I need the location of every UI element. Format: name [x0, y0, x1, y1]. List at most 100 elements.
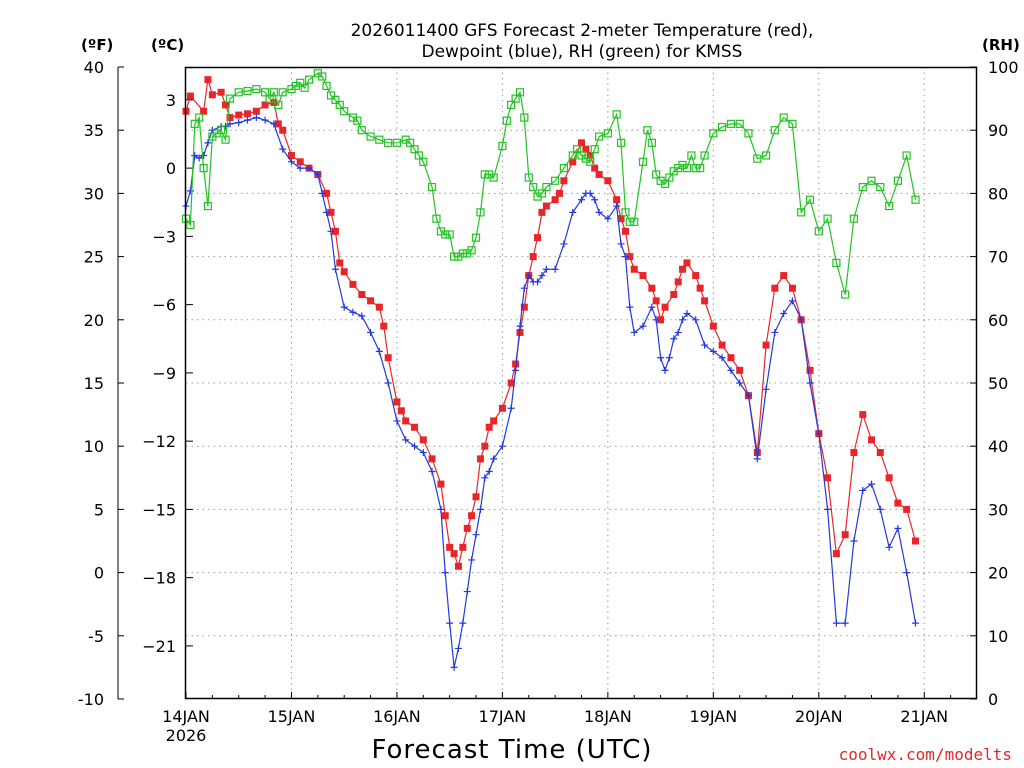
rh-tick-label: 90 — [988, 121, 1008, 140]
rh-point — [384, 138, 393, 147]
rh-point — [805, 195, 815, 204]
temperature-point — [472, 493, 480, 501]
dewpoint-point — [595, 208, 603, 216]
dewpoint-point — [665, 354, 673, 362]
rh-point — [353, 116, 362, 125]
temperature-point — [661, 303, 669, 311]
dewpoint-point — [679, 316, 687, 324]
rh-point — [893, 176, 903, 185]
temperature-point — [582, 145, 590, 153]
dewpoint-point — [402, 436, 410, 444]
dewpoint-point — [753, 455, 761, 463]
rh-point — [507, 100, 516, 110]
celsius-tick-label: 3 — [166, 91, 176, 110]
rh-point — [652, 170, 661, 179]
temperature-point — [261, 101, 269, 109]
temperature-point — [296, 158, 304, 166]
temperature-point — [336, 259, 344, 267]
rh-point — [572, 145, 582, 154]
dewpoint-point — [314, 170, 322, 178]
x-tick-label: 18JAN — [584, 707, 632, 726]
temperature-point — [832, 550, 840, 558]
rh-point — [524, 173, 533, 182]
dewpoint-point — [446, 619, 454, 627]
rh-point — [753, 154, 762, 163]
temperature-point — [718, 341, 726, 349]
temperature-point — [560, 177, 568, 185]
rh-point — [612, 110, 621, 119]
rh-tick-label: 70 — [988, 248, 1008, 267]
dewpoint-point — [200, 151, 208, 159]
temperature-point — [806, 366, 814, 374]
temperature-point — [507, 379, 515, 387]
fahrenheit-tick-label: 5 — [94, 500, 104, 519]
celsius-tick-label: −21 — [142, 637, 176, 656]
temperature-point — [630, 265, 638, 273]
dewpoint-point — [727, 366, 735, 374]
rh-point — [814, 227, 823, 236]
temperature-point — [736, 366, 744, 374]
temperature-point — [586, 151, 594, 159]
dewpoint-point — [472, 531, 480, 539]
rh-point — [885, 201, 894, 211]
x-tick-sublabel: 2026 — [166, 726, 207, 745]
rh-point — [520, 113, 529, 122]
rh-point — [199, 164, 208, 173]
rh-point — [476, 208, 485, 217]
rh-point — [449, 252, 459, 261]
rh-point — [832, 258, 841, 268]
rh-point — [340, 107, 349, 116]
temperature-point — [591, 164, 599, 172]
dewpoint-point — [591, 196, 599, 204]
rh-point — [696, 164, 705, 173]
dewpoint-point — [490, 455, 498, 463]
temperature-point — [788, 284, 796, 292]
dewpoint-point — [191, 151, 199, 159]
temperature-line — [185, 79, 917, 569]
rh-point — [876, 182, 885, 192]
rh-point — [603, 129, 612, 138]
rh-point — [586, 157, 595, 166]
dewpoint-point — [617, 240, 625, 248]
temperature-point — [595, 170, 603, 178]
rh-tick-label: 20 — [988, 564, 1008, 583]
dewpoint-point — [648, 303, 656, 311]
temperature-point — [868, 436, 876, 444]
dewpoint-point — [674, 328, 682, 336]
temperature-point — [485, 423, 493, 431]
dewpoint-point — [613, 202, 621, 210]
temperature-point — [780, 272, 788, 280]
dewpoint-point — [252, 114, 260, 122]
temperature-point — [384, 354, 392, 362]
grid — [186, 67, 977, 699]
dewpoint-point — [630, 328, 638, 336]
credit-link[interactable]: coolwx.com/modelts — [839, 745, 1012, 764]
chart-title-line-2: Dewpoint (blue), RH (green) for KMSS — [422, 42, 743, 62]
dewpoint-point — [340, 303, 348, 311]
data-series — [181, 69, 920, 671]
dewpoint-point — [375, 347, 383, 355]
fahrenheit-tick-label: 0 — [94, 564, 104, 583]
dewpoint-point — [534, 278, 542, 286]
dewpoint-point — [481, 474, 489, 482]
dewpoint-point — [815, 430, 823, 438]
dewpoint-point — [912, 619, 920, 627]
dewpoint-point — [578, 196, 585, 204]
temperature-point — [204, 76, 212, 84]
celsius-tick-label: −9 — [152, 364, 176, 383]
rh-point — [406, 138, 415, 147]
temperature-point — [323, 189, 331, 197]
fahrenheit-tick-label: 25 — [84, 248, 104, 267]
dewpoint-point — [551, 265, 559, 273]
temperature-point — [463, 524, 471, 532]
temperature-point — [709, 322, 717, 330]
dewpoint-point — [903, 569, 911, 577]
temperature-point — [824, 474, 832, 482]
dewpoint-point — [806, 379, 814, 387]
temperature-point — [327, 208, 335, 216]
dewpoint-point — [542, 265, 550, 273]
temperature-point — [771, 284, 779, 292]
temperature-point — [683, 259, 691, 267]
dewpoint-point — [586, 189, 594, 197]
rh-tick-label: 30 — [988, 500, 1008, 519]
